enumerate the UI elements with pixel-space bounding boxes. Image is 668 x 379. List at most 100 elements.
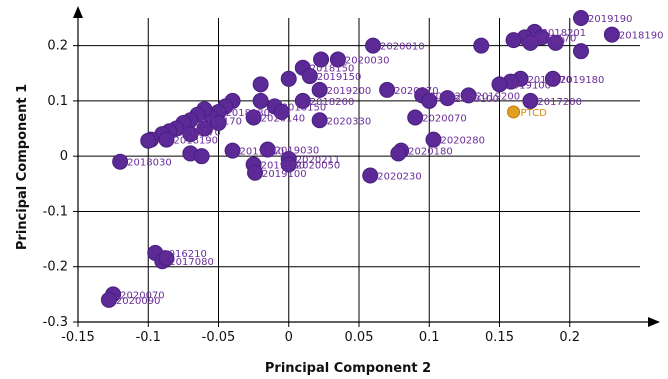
y-tick-label: 0 <box>60 149 68 164</box>
data-point <box>505 32 522 49</box>
x-tick-label: 0.15 <box>485 330 514 345</box>
point-label: 2020070 <box>120 290 165 301</box>
tick-labels: -0.15 -0.1 -0.05 0 0.05 0.1 0.15 0.2 -0.3 -0.2 -0.… <box>43 39 580 345</box>
x-tick-label: 0 <box>285 330 293 345</box>
data-point <box>294 92 311 109</box>
x-tick-label: 0.05 <box>345 330 374 345</box>
point-label: 2018030 <box>127 158 172 169</box>
point-label: 2020230 <box>377 172 422 183</box>
x-tick-label: -0.1 <box>136 330 161 345</box>
data-point <box>362 167 379 184</box>
x-tick-label: 0.2 <box>559 330 580 345</box>
point-label: 2018150 <box>310 64 355 75</box>
point-label: 2019200 <box>476 91 521 102</box>
x-tick-label: -0.15 <box>61 330 95 345</box>
point-label: 2016210 <box>162 249 207 260</box>
data-point <box>280 156 297 173</box>
data-point <box>390 145 407 162</box>
data-point <box>439 90 456 107</box>
data-point <box>100 291 117 308</box>
data-point <box>522 92 539 109</box>
point-label: 2020070 <box>394 86 439 97</box>
point-label: 2019100 <box>507 80 552 91</box>
point-label: 2018170 <box>176 127 221 138</box>
data-point <box>273 103 290 120</box>
data-point <box>407 109 424 126</box>
point-label: 2017080 <box>169 257 214 268</box>
highlight-point <box>507 105 521 119</box>
data-point <box>112 153 129 170</box>
point-label: 2018170 <box>532 33 577 44</box>
data-point <box>210 115 227 132</box>
point-label: 2019030 <box>275 146 320 157</box>
y-axis-title: Principal Component 1 <box>15 84 30 250</box>
y-tick-label: 0.2 <box>47 39 68 54</box>
data-point <box>473 37 490 54</box>
y-tick-label: -0.2 <box>43 260 68 275</box>
data-point <box>182 126 199 143</box>
point-label: 2018180 <box>521 36 566 47</box>
data-point <box>158 131 175 148</box>
point-label: 2018201 <box>542 28 587 39</box>
point-label: 2017200 <box>537 97 582 108</box>
data-point <box>522 34 539 51</box>
data-point <box>245 109 262 126</box>
point-label: 2019200 <box>327 86 372 97</box>
point-label: 2018200 <box>310 97 355 108</box>
data-point <box>544 70 561 87</box>
data-point <box>224 142 241 159</box>
data-points <box>100 10 620 308</box>
data-point <box>460 87 477 104</box>
y-tick-label: 0.1 <box>47 94 68 109</box>
point-label: 2020280 <box>440 136 485 147</box>
data-point <box>421 92 438 109</box>
point-label: 2019170 <box>528 75 573 86</box>
data-point <box>425 131 442 148</box>
point-label: 2018180 <box>226 108 271 119</box>
point-label: 2020180 <box>408 147 453 158</box>
point-label: 2020010 <box>380 42 425 53</box>
data-point <box>311 112 328 129</box>
axes <box>73 6 660 327</box>
point-label: 2019190 <box>588 14 633 25</box>
x-axis-title: Principal Component 2 <box>265 361 431 376</box>
data-point <box>193 148 210 165</box>
data-point <box>259 141 276 158</box>
point-label: 2019110 <box>240 147 285 158</box>
point-label: 2019170 <box>197 116 242 127</box>
point-label: 2019080 <box>261 160 306 171</box>
point-label: PTCD <box>521 108 548 119</box>
data-point <box>252 92 269 109</box>
x-axis-arrow <box>648 317 660 327</box>
point-label: 2020090 <box>116 296 161 307</box>
point-label: 2020330 <box>327 116 372 127</box>
y-axis-arrow <box>73 6 83 18</box>
y-tick-label: -0.1 <box>43 204 68 219</box>
data-point <box>547 34 564 51</box>
data-point <box>603 26 620 43</box>
data-point <box>379 81 396 98</box>
x-tick-label: -0.05 <box>202 330 236 345</box>
data-point <box>280 70 297 87</box>
data-point <box>572 43 589 60</box>
data-point <box>140 132 157 149</box>
point-label: 2019180 <box>560 75 605 86</box>
y-tick-label: -0.3 <box>43 315 68 330</box>
point-label: 2020030 <box>345 55 390 66</box>
point-label: 2020270 <box>429 91 474 102</box>
data-point <box>572 10 589 26</box>
data-point <box>301 68 318 85</box>
point-label: 2020050 <box>296 160 341 171</box>
point-label: 2018190 <box>619 31 664 42</box>
point-label: 2020070 <box>422 113 467 124</box>
point-label: 2019150 <box>317 72 362 83</box>
data-point <box>329 51 346 68</box>
point-labels: 2019190201819020182012018170201818020191… <box>116 14 664 307</box>
point-label: 2019100 <box>262 169 307 180</box>
point-label: 2018150 <box>282 102 327 113</box>
data-point <box>252 76 269 93</box>
data-point <box>313 51 330 68</box>
data-point <box>196 120 213 137</box>
